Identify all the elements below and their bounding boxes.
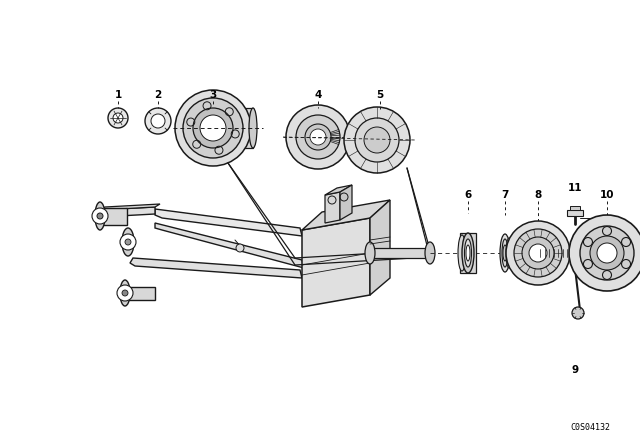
Polygon shape bbox=[325, 185, 352, 195]
Polygon shape bbox=[340, 185, 352, 220]
Ellipse shape bbox=[95, 202, 105, 230]
Circle shape bbox=[286, 105, 350, 169]
Ellipse shape bbox=[503, 245, 507, 261]
Text: 10: 10 bbox=[600, 190, 614, 200]
Circle shape bbox=[522, 237, 554, 269]
Circle shape bbox=[310, 129, 326, 145]
Circle shape bbox=[175, 90, 251, 166]
Circle shape bbox=[305, 124, 331, 150]
Circle shape bbox=[569, 215, 640, 291]
Circle shape bbox=[344, 107, 410, 173]
Circle shape bbox=[193, 108, 233, 148]
Circle shape bbox=[590, 236, 624, 270]
Ellipse shape bbox=[462, 233, 474, 273]
Text: 2: 2 bbox=[154, 90, 162, 100]
Circle shape bbox=[529, 244, 547, 262]
Ellipse shape bbox=[249, 108, 257, 148]
Text: 9: 9 bbox=[572, 365, 579, 375]
Polygon shape bbox=[325, 192, 340, 223]
Circle shape bbox=[236, 244, 244, 252]
Polygon shape bbox=[570, 206, 580, 210]
Circle shape bbox=[572, 307, 584, 319]
Circle shape bbox=[597, 243, 617, 263]
Circle shape bbox=[151, 114, 165, 128]
Text: 7: 7 bbox=[501, 190, 509, 200]
Circle shape bbox=[108, 108, 128, 128]
Circle shape bbox=[355, 118, 399, 162]
Ellipse shape bbox=[465, 239, 472, 267]
Circle shape bbox=[92, 208, 108, 224]
Circle shape bbox=[183, 98, 243, 158]
Circle shape bbox=[145, 108, 171, 134]
Ellipse shape bbox=[500, 234, 510, 272]
Text: 5: 5 bbox=[376, 90, 383, 100]
Ellipse shape bbox=[365, 242, 375, 264]
Text: 11: 11 bbox=[568, 183, 582, 193]
Circle shape bbox=[200, 115, 226, 141]
Circle shape bbox=[125, 239, 131, 245]
Polygon shape bbox=[130, 258, 302, 278]
Ellipse shape bbox=[120, 280, 130, 306]
Ellipse shape bbox=[502, 239, 508, 267]
Text: C0S04132: C0S04132 bbox=[570, 423, 610, 432]
Polygon shape bbox=[460, 233, 476, 273]
Ellipse shape bbox=[425, 242, 435, 264]
Circle shape bbox=[122, 290, 128, 296]
Circle shape bbox=[117, 285, 133, 301]
Polygon shape bbox=[302, 218, 370, 307]
Polygon shape bbox=[100, 208, 127, 225]
Polygon shape bbox=[567, 210, 583, 216]
Circle shape bbox=[113, 113, 123, 123]
Text: 4: 4 bbox=[314, 90, 322, 100]
Circle shape bbox=[580, 226, 634, 280]
Polygon shape bbox=[155, 223, 304, 268]
Text: 8: 8 bbox=[534, 190, 541, 200]
Polygon shape bbox=[155, 209, 302, 236]
Polygon shape bbox=[100, 207, 155, 217]
Polygon shape bbox=[302, 200, 390, 230]
Ellipse shape bbox=[122, 228, 134, 256]
Polygon shape bbox=[223, 108, 253, 148]
Circle shape bbox=[120, 234, 136, 250]
Text: 1: 1 bbox=[115, 90, 122, 100]
Polygon shape bbox=[100, 204, 160, 210]
Polygon shape bbox=[370, 248, 430, 258]
Text: 6: 6 bbox=[465, 190, 472, 200]
Ellipse shape bbox=[458, 235, 466, 271]
Polygon shape bbox=[538, 249, 570, 257]
Circle shape bbox=[506, 221, 570, 285]
Polygon shape bbox=[370, 200, 390, 295]
Circle shape bbox=[514, 229, 562, 277]
Circle shape bbox=[364, 127, 390, 153]
Ellipse shape bbox=[506, 238, 512, 268]
Ellipse shape bbox=[466, 245, 470, 261]
Circle shape bbox=[97, 213, 103, 219]
Text: 3: 3 bbox=[209, 90, 216, 100]
Polygon shape bbox=[125, 287, 155, 300]
Circle shape bbox=[296, 115, 340, 159]
